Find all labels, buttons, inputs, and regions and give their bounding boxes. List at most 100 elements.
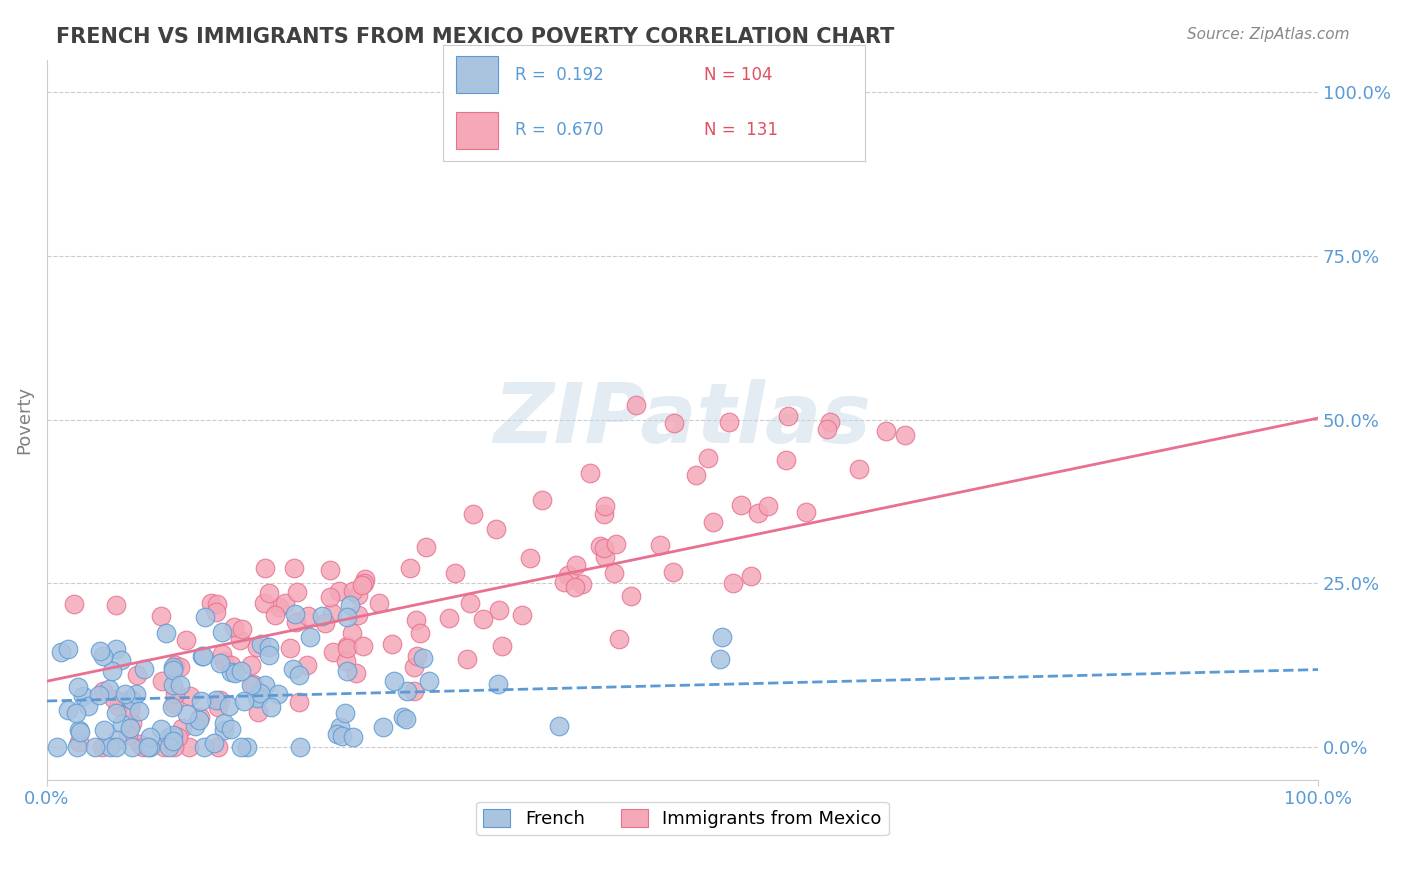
Point — [120, 692, 142, 706]
Point — [662, 566, 685, 580]
Point — [105, 733, 128, 747]
Point — [190, 694, 212, 708]
Point — [167, 730, 190, 744]
Point — [295, 657, 318, 672]
Point — [246, 640, 269, 655]
Point — [486, 677, 509, 691]
Point — [91, 739, 114, 754]
Point — [104, 641, 127, 656]
Point — [278, 640, 301, 655]
Point — [193, 739, 215, 754]
Point — [91, 684, 114, 698]
Point — [565, 558, 588, 572]
Point — [253, 596, 276, 610]
Point — [339, 598, 361, 612]
Point — [381, 637, 404, 651]
Point — [246, 690, 269, 705]
Point — [65, 706, 87, 720]
Text: N =  131: N = 131 — [704, 121, 779, 139]
Point — [169, 677, 191, 691]
Point — [326, 726, 349, 740]
Point — [347, 608, 370, 623]
Point — [321, 606, 343, 620]
Point — [162, 659, 184, 673]
Point — [352, 639, 374, 653]
Text: Source: ZipAtlas.com: Source: ZipAtlas.com — [1187, 27, 1350, 42]
Point — [249, 686, 271, 700]
Point — [240, 678, 263, 692]
Point — [202, 736, 225, 750]
Point — [709, 652, 731, 666]
Point — [344, 666, 367, 681]
Point — [49, 645, 72, 659]
Point — [415, 540, 437, 554]
Point — [139, 731, 162, 745]
Point — [371, 720, 394, 734]
Point — [205, 693, 228, 707]
Point — [104, 739, 127, 754]
Point — [184, 719, 207, 733]
Point — [205, 605, 228, 619]
Point — [685, 468, 707, 483]
Point — [233, 694, 256, 708]
Point — [818, 415, 841, 429]
Point — [557, 568, 579, 582]
Point — [311, 608, 333, 623]
Point — [121, 693, 143, 707]
Point — [718, 415, 741, 429]
Point — [125, 668, 148, 682]
Point — [107, 699, 129, 714]
Point — [593, 549, 616, 564]
Point — [149, 722, 172, 736]
Point — [229, 739, 252, 754]
Point — [402, 684, 425, 698]
Point — [155, 626, 177, 640]
Point — [191, 648, 214, 663]
Point — [150, 608, 173, 623]
Point — [519, 550, 541, 565]
Point — [188, 710, 211, 724]
Point — [314, 615, 336, 630]
Point — [257, 585, 280, 599]
Point — [87, 688, 110, 702]
Point — [91, 649, 114, 664]
Point — [209, 692, 232, 706]
Point — [336, 664, 359, 678]
Point — [194, 610, 217, 624]
Point — [402, 660, 425, 674]
Point — [342, 583, 364, 598]
Point — [696, 450, 718, 465]
Point — [177, 739, 200, 754]
Point — [212, 654, 235, 668]
Point — [56, 641, 79, 656]
Point — [412, 651, 434, 665]
Point — [125, 687, 148, 701]
Point — [162, 728, 184, 742]
Point — [288, 668, 311, 682]
Point — [212, 723, 235, 738]
Point — [624, 398, 647, 412]
Point — [120, 721, 142, 735]
Point — [200, 596, 222, 610]
Text: FRENCH VS IMMIGRANTS FROM MEXICO POVERTY CORRELATION CHART: FRENCH VS IMMIGRANTS FROM MEXICO POVERTY… — [56, 27, 894, 46]
Point — [188, 713, 211, 727]
Point — [211, 624, 233, 639]
Point — [117, 728, 139, 742]
Point — [579, 466, 602, 480]
Point — [120, 703, 142, 717]
Point — [330, 729, 353, 743]
Point — [129, 737, 152, 751]
Point — [592, 507, 614, 521]
Point — [353, 575, 375, 590]
Point — [346, 588, 368, 602]
Point — [342, 730, 364, 744]
Y-axis label: Poverty: Poverty — [15, 385, 32, 454]
Point — [756, 499, 779, 513]
Point — [472, 612, 495, 626]
Point — [548, 719, 571, 733]
Point — [319, 563, 342, 577]
Point — [875, 424, 897, 438]
Text: R =  0.192: R = 0.192 — [515, 66, 603, 84]
Point — [553, 574, 575, 589]
Point — [67, 723, 90, 737]
